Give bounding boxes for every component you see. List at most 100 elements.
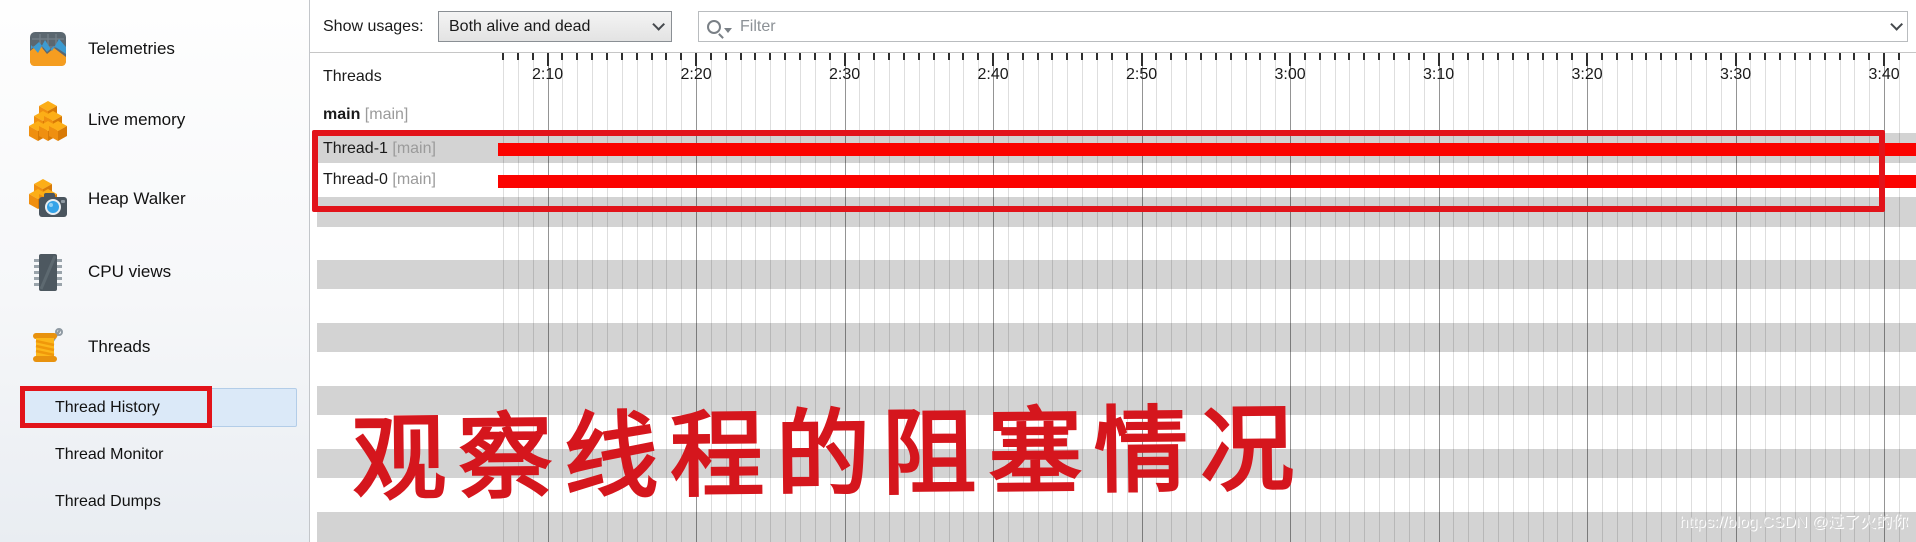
- filter-input[interactable]: [740, 17, 1890, 36]
- ruler-tick: [1690, 53, 1692, 60]
- ruler-tick: [1838, 53, 1841, 60]
- heap-walker-icon: [29, 179, 67, 217]
- ruler-tick: [1883, 53, 1886, 66]
- ruler-tick: [1096, 53, 1098, 60]
- ruler-time-label: 2:50: [1125, 66, 1158, 83]
- watermark: https://blog.CSDN @过了火的你: [1679, 514, 1908, 531]
- ruler-tick: [799, 53, 801, 60]
- ruler-time-label: 3:00: [1274, 66, 1306, 83]
- ruler-tick: [635, 53, 638, 60]
- sidebar-item-thread-dumps[interactable]: Thread Dumps: [55, 493, 161, 510]
- ruler-time-label: 2:40: [977, 66, 1009, 83]
- ruler-tick: [1081, 53, 1084, 60]
- ruler-tick: [947, 53, 950, 60]
- grid-line: [532, 60, 534, 542]
- filter-history-chevron-icon[interactable]: [1890, 18, 1903, 31]
- grid-line: [562, 60, 564, 542]
- sidebar-item-telemetries[interactable]: Telemetries: [0, 27, 309, 71]
- ruler-tick: [1749, 53, 1752, 60]
- grid-line: [903, 60, 905, 542]
- grid-line: [1750, 60, 1752, 542]
- grid-line: [651, 60, 653, 542]
- ruler-tick: [620, 53, 623, 60]
- thread-row-label-thread1[interactable]: Thread-1 [main]: [323, 140, 436, 157]
- grid-line: [814, 60, 816, 542]
- grid-line: [1572, 60, 1574, 542]
- grid-line: [1839, 60, 1841, 542]
- ruler-tick: [992, 53, 995, 66]
- thread-row-band[interactable]: [317, 386, 1916, 415]
- sidebar-item-label: Heap Walker: [88, 189, 186, 208]
- usages-dropdown[interactable]: Both alive and dead: [438, 11, 672, 42]
- ruler-tick: [1704, 53, 1707, 60]
- ruler-tick: [1630, 53, 1633, 60]
- grid-line: [1082, 60, 1084, 542]
- search-options-arrow-icon[interactable]: [724, 28, 732, 33]
- usages-dropdown-value: Both alive and dead: [449, 17, 591, 35]
- ruler-tick: [1793, 53, 1796, 60]
- ruler-time-label: 2:20: [680, 66, 712, 83]
- grid-line: [1557, 60, 1559, 542]
- grid-line: [1483, 60, 1485, 542]
- grid-line: [1067, 60, 1069, 542]
- grid-line: [1304, 60, 1306, 542]
- thread-row-band[interactable]: [317, 323, 1916, 352]
- ruler-tick: [709, 53, 712, 60]
- ruler-time-label: 2:30: [828, 66, 861, 83]
- ruler-tick: [1407, 53, 1410, 60]
- sidebar-item-heap-walker[interactable]: Heap Walker: [0, 177, 309, 221]
- sidebar-item-thread-monitor[interactable]: Thread Monitor: [55, 446, 164, 463]
- thread-row-label-main[interactable]: main [main]: [323, 106, 409, 123]
- grid-line: [1497, 60, 1499, 542]
- ruler-tick: [1318, 53, 1321, 60]
- grid-line: [1037, 60, 1039, 542]
- ruler-time-label: 3:30: [1719, 66, 1752, 83]
- ruler-tick: [1853, 53, 1856, 60]
- thread-row-label-thread0[interactable]: Thread-0 [main]: [323, 171, 436, 188]
- sidebar-item-thread-history-label[interactable]: Thread History: [55, 399, 160, 416]
- ruler-tick: [932, 53, 935, 60]
- ruler-tick: [1615, 53, 1618, 60]
- ruler-tick: [591, 53, 594, 60]
- sidebar-item-label: Threads: [88, 337, 151, 356]
- grid-line: [1334, 60, 1336, 542]
- ruler-tick: [695, 53, 698, 66]
- grid-line: [1542, 60, 1544, 542]
- ruler-tick: [1511, 53, 1514, 60]
- grid-line: [1438, 66, 1440, 542]
- grid-line: [1022, 60, 1024, 542]
- thread0-blocked-bar[interactable]: [498, 175, 1916, 188]
- ruler-tick: [888, 53, 891, 60]
- ruler-tick: [680, 53, 683, 60]
- ruler-tick: [502, 53, 504, 60]
- sidebar-item-thread-history[interactable]: [20, 388, 297, 427]
- ruler-tick: [1645, 53, 1648, 60]
- sidebar-item-live-memory[interactable]: Live memory: [0, 98, 309, 142]
- toolbar: Show usages: Both alive and dead: [310, 0, 1916, 53]
- grid-line: [1156, 60, 1158, 542]
- ruler-tick: [1467, 53, 1470, 60]
- sidebar-item-cpu-views[interactable]: CPU views: [0, 250, 309, 294]
- ruler-tick: [1333, 53, 1336, 60]
- red-annotation-blocked-threads: [312, 130, 1885, 212]
- thread-row-band[interactable]: [317, 512, 1916, 542]
- red-annotation-thread-history: [20, 386, 212, 428]
- grid-line: [517, 60, 519, 542]
- ruler-tick: [1734, 53, 1737, 66]
- grid-line: [636, 60, 638, 542]
- thread-row-band[interactable]: [317, 197, 1916, 227]
- thread1-blocked-bar[interactable]: [498, 143, 1916, 156]
- grid-line: [1884, 66, 1886, 542]
- filter-field[interactable]: [698, 11, 1908, 42]
- telemetries-icon: [30, 32, 66, 66]
- thread-row-band[interactable]: [317, 260, 1916, 289]
- grid-line: [740, 60, 742, 542]
- ruler-tick: [902, 53, 905, 60]
- grid-line: [1512, 60, 1514, 542]
- sidebar-item-threads[interactable]: Threads: [0, 325, 309, 369]
- grid-line: [1468, 60, 1470, 542]
- grid-line: [1735, 66, 1737, 542]
- search-icon: [707, 19, 721, 34]
- ruler-tick: [1303, 53, 1306, 60]
- thread-row-band[interactable]: [317, 449, 1916, 478]
